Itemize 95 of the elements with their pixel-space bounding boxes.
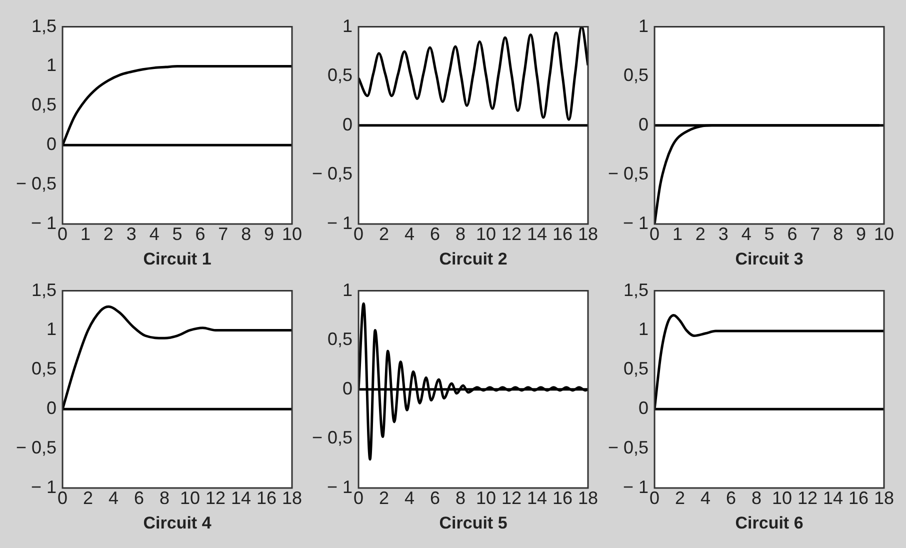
- x-tick-label: 4: [108, 488, 119, 508]
- x-tick-label: 6: [787, 224, 798, 244]
- x-tick-label: 14: [822, 488, 844, 508]
- x-tick-label: 10: [282, 224, 302, 244]
- x-tick-label: 16: [848, 488, 869, 508]
- x-tick-label: 1: [672, 224, 682, 244]
- y-tick-label: − 0,5: [608, 438, 649, 458]
- y-tick-label: 0,5: [32, 94, 57, 115]
- x-tick-label: 10: [476, 224, 496, 244]
- x-tick-label: 4: [404, 488, 415, 508]
- y-tick-label: − 1: [623, 476, 649, 497]
- x-axis-title: Circuit 3: [735, 249, 804, 268]
- x-tick-label: 14: [230, 488, 252, 508]
- y-tick-label: − 1: [623, 212, 649, 233]
- x-tick-label: 9: [856, 224, 866, 244]
- x-tick-label: 2: [379, 488, 390, 508]
- x-tick-label: 10: [180, 488, 200, 508]
- y-tick-label: 1,5: [624, 280, 649, 300]
- x-axis-title: Circuit 1: [143, 249, 212, 268]
- x-tick-label: 16: [552, 488, 573, 508]
- x-tick-label: 8: [456, 224, 466, 244]
- x-tick-label: 4: [149, 224, 160, 244]
- x-tick-label: 14: [526, 488, 548, 508]
- x-tick-label: 12: [501, 224, 522, 244]
- y-tick-label: 1,5: [32, 16, 57, 36]
- x-tick-label: 12: [205, 488, 226, 508]
- y-tick-label: − 1: [31, 476, 57, 497]
- y-tick-label: − 1: [31, 212, 57, 233]
- y-tick-label: − 0,5: [312, 428, 353, 448]
- y-tick-label: 1: [638, 319, 649, 340]
- x-tick-label: 2: [695, 224, 706, 244]
- y-tick-label: 0: [342, 114, 353, 134]
- x-tick-label: 3: [126, 224, 136, 244]
- x-tick-label: 8: [456, 488, 466, 508]
- x-tick-label: 2: [675, 488, 686, 508]
- x-tick-label: 3: [718, 224, 728, 244]
- y-tick-label: − 1: [327, 476, 353, 497]
- y-tick-label: 1: [342, 280, 353, 300]
- x-tick-label: 5: [172, 224, 182, 244]
- y-tick-label: − 0,5: [312, 164, 353, 184]
- x-tick-label: 18: [874, 488, 894, 508]
- y-tick-label: 0,5: [32, 358, 57, 379]
- x-axis-title: Circuit 2: [439, 249, 508, 268]
- x-tick-label: 14: [526, 224, 548, 244]
- x-tick-label: 5: [764, 224, 774, 244]
- x-tick-label: 16: [256, 488, 277, 508]
- y-tick-label: 0,5: [328, 329, 353, 350]
- y-tick-label: 1: [46, 55, 57, 76]
- x-axis-title: Circuit 6: [735, 513, 804, 532]
- x-tick-label: 12: [797, 488, 818, 508]
- x-tick-label: 18: [578, 224, 598, 244]
- x-tick-label: 18: [282, 488, 302, 508]
- x-tick-label: 6: [134, 488, 144, 508]
- x-tick-label: 4: [404, 224, 415, 244]
- y-tick-label: 0,5: [624, 358, 649, 379]
- x-tick-label: 10: [772, 488, 792, 508]
- x-tick-label: 12: [501, 488, 522, 508]
- x-tick-label: 10: [476, 488, 496, 508]
- y-tick-label: 1: [342, 16, 353, 36]
- x-tick-label: 2: [103, 224, 114, 244]
- y-tick-label: − 0,5: [16, 174, 57, 194]
- y-tick-label: − 0,5: [608, 164, 649, 184]
- y-tick-label: 0: [46, 134, 57, 154]
- y-tick-label: 0: [342, 378, 353, 398]
- x-tick-label: 7: [218, 224, 228, 244]
- x-tick-label: 4: [741, 224, 752, 244]
- x-tick-label: 8: [241, 224, 252, 244]
- y-tick-label: 0: [638, 114, 649, 134]
- x-tick-label: 9: [264, 224, 274, 244]
- y-tick-label: 0: [46, 398, 57, 418]
- x-tick-label: 18: [578, 488, 598, 508]
- x-tick-label: 2: [83, 488, 94, 508]
- x-tick-label: 6: [195, 224, 206, 244]
- x-axis-title: Circuit 4: [143, 513, 212, 532]
- x-tick-label: 16: [552, 224, 573, 244]
- y-tick-label: − 1: [327, 212, 353, 233]
- x-tick-label: 1: [80, 224, 90, 244]
- y-tick-label: 0,5: [624, 65, 649, 86]
- x-tick-label: 10: [874, 224, 894, 244]
- y-tick-label: 1,5: [32, 280, 57, 300]
- x-tick-label: 7: [810, 224, 820, 244]
- x-tick-label: 8: [160, 488, 170, 508]
- y-tick-label: 1: [638, 16, 649, 36]
- x-axis-title: Circuit 5: [439, 513, 508, 532]
- y-tick-label: 0,5: [328, 65, 353, 86]
- x-tick-label: 8: [752, 488, 762, 508]
- x-tick-label: 8: [833, 224, 844, 244]
- y-tick-label: − 0,5: [16, 438, 57, 458]
- x-tick-label: 4: [700, 488, 711, 508]
- x-tick-label: 2: [379, 224, 390, 244]
- y-tick-label: 0: [638, 398, 649, 418]
- x-tick-label: 6: [430, 224, 440, 244]
- x-tick-label: 6: [430, 488, 440, 508]
- y-tick-label: 1: [46, 319, 57, 340]
- x-tick-label: 6: [726, 488, 736, 508]
